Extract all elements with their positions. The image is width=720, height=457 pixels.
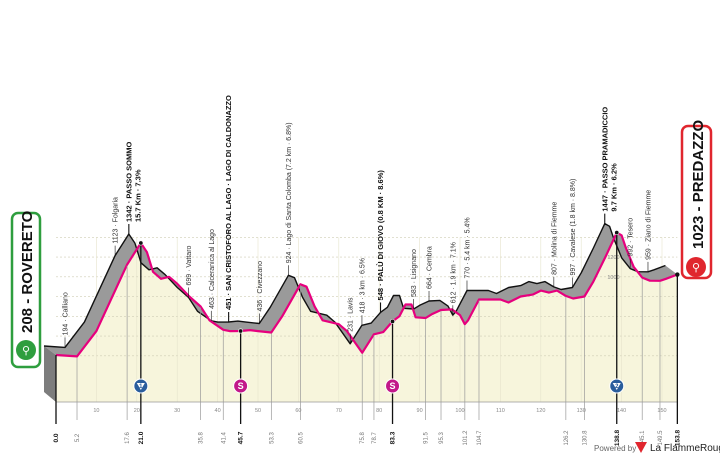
marker-label: S	[238, 381, 244, 391]
start-box	[10, 211, 42, 369]
km-tick-label: 53.3	[269, 432, 275, 444]
km-tick-label: 78.7	[372, 432, 378, 444]
place-label: 463 · Calceranica al Lago	[209, 229, 216, 309]
axis-tick-label: 100	[455, 408, 464, 414]
axis-tick-label: 70	[336, 408, 342, 414]
grid: 1200 1000	[56, 236, 678, 402]
place-label: 664 · Cembra	[427, 246, 434, 289]
profile-fill	[56, 232, 678, 402]
km-tick-label: 5.2	[75, 433, 81, 442]
km-tick-label: 0.0	[53, 433, 60, 442]
powered-by-text: Powered by	[594, 444, 636, 453]
km-tick-label: 83.3	[390, 431, 397, 444]
profile-side-band	[44, 223, 678, 357]
axis-tick-label: 90	[417, 408, 423, 414]
place-label: 699 · Vattaro	[186, 245, 193, 285]
place-label: 1447 · PASSO PRAMADICCIO	[600, 107, 609, 212]
profile-line	[55, 231, 678, 358]
key-point-dot	[138, 240, 144, 246]
climb-stats-label: 9.7 Km · 6.2%	[609, 163, 618, 212]
place-label: 924 · Lago di Santa Colomba (7.2 km · 6.…	[286, 122, 293, 263]
axis-tick-label: 20	[134, 408, 140, 414]
cyclist-icon	[686, 257, 706, 277]
place-label: 194 · Calliano	[63, 292, 70, 335]
flamme-rouge-logo-icon	[635, 442, 647, 453]
axis-tick-label: 150	[657, 408, 666, 414]
km-tick-label: 41.4	[221, 432, 227, 444]
km-tick-label: 145.1	[640, 430, 646, 446]
key-point-dot	[614, 230, 620, 236]
axis-tick-label: 140	[617, 408, 626, 414]
finish-box	[680, 124, 713, 280]
marker-label: 1	[139, 384, 143, 390]
profile-outline	[43, 222, 666, 349]
altitude-scale-label: 1000	[607, 275, 619, 281]
start-badge: 208 - ROVERETO ⚲	[10, 210, 42, 369]
place-label: 1342 · PASSO SOMMO	[124, 142, 133, 222]
key-point-dot	[390, 318, 396, 324]
place-label: 231 · Lavis	[348, 297, 355, 332]
km-tick-label: 17.6	[125, 432, 131, 444]
profile-start-wall	[44, 346, 56, 402]
place-label: 548 · PALÙ DI GIOVO (0.8 KM · 8.6%)	[376, 170, 385, 301]
km-tick-label: 35.8	[199, 432, 205, 444]
marker-label: 2	[615, 384, 619, 390]
axis-tick-label: 130	[577, 408, 586, 414]
cyclist-glyph: ⚲	[22, 344, 30, 357]
km-tick-label: 101.2	[463, 430, 469, 446]
altitude-scale-label: 1200	[607, 255, 619, 261]
axis-tick-label: 80	[376, 408, 382, 414]
climb-stats-label: 15.7 Km · 7.3%	[133, 169, 142, 222]
axis-tick-label: 120	[536, 408, 545, 414]
km-tick-label: 60.5	[298, 432, 304, 444]
km-tick-label: 104.7	[477, 430, 483, 446]
axis-tick-label: 40	[215, 408, 221, 414]
place-label: 612 · 1.9 km · 7.1%	[450, 242, 457, 303]
place-label: 959 · Ziano di Fiemme	[645, 190, 652, 260]
km-tick-label: 126.2	[564, 430, 570, 446]
axis-tick-label: 30	[174, 408, 180, 414]
km-tick-label: 130.8	[582, 430, 588, 446]
sprint-icon	[385, 378, 401, 394]
km-tick-label: 153.8	[674, 429, 681, 446]
place-label: 992 · Tesero	[628, 218, 635, 257]
place-labels: 194 · Calliano 1123 · Folgaria 1342 · PASS…	[63, 95, 652, 348]
axis-tick-label: 110	[496, 408, 505, 414]
km-tick-label: 91.5	[424, 432, 430, 444]
finish-badge: 1023 - PREDAZZO ⚲	[680, 119, 713, 280]
cyclist-glyph: ⚲	[692, 261, 700, 274]
axis-tick-label: 60	[295, 408, 301, 414]
footer: Powered by La FlammeRouge	[594, 442, 720, 454]
markers: 1 S S 2	[133, 378, 625, 394]
km-tick-label: 95.3	[439, 432, 445, 444]
km-tick-label: 21.0	[138, 431, 145, 444]
place-label: 436 · Civezzano	[257, 261, 264, 312]
mountain-triangle-icon	[612, 383, 621, 390]
finish-label: 1023 - PREDAZZO	[690, 119, 707, 249]
sprint-icon	[233, 378, 249, 394]
finish-dot	[675, 272, 680, 277]
place-label: 770 · 5.4 km · 5.4%	[464, 217, 471, 278]
start-label: 208 - ROVERETO	[19, 210, 36, 333]
mountain-triangle-icon	[136, 383, 145, 390]
axis-tick-label: 50	[255, 408, 261, 414]
marker-label: S	[390, 381, 396, 391]
key-point-dot	[238, 328, 244, 334]
km-tick-label: 75.8	[360, 432, 366, 444]
place-label: 807 · Molina di Fiemme	[551, 202, 558, 275]
cyclist-icon	[16, 340, 36, 360]
place-label: 997 · Cavalese (1.8 km · 8.8%)	[570, 179, 577, 276]
brand-name: La FlammeRouge	[650, 443, 720, 454]
km-tick-label: 45.7	[238, 431, 245, 444]
profile: 1200 1000	[43, 222, 678, 403]
km-ticks: 10 20 30 40 50 60 70 80 90 100 110 120 130 140 150 0.0 5…	[53, 230, 681, 446]
place-label: 583 · Lisignano	[411, 249, 418, 297]
km-tick-label: 138.8	[614, 429, 621, 446]
place-label: 451 · SAN CRISTOFORO AL LAGO · LAGO DI C…	[224, 95, 233, 310]
axis-tick-label: 10	[93, 408, 99, 414]
km-tick-label: 149.5	[658, 430, 664, 446]
place-label: 418 · 3 km · 6.5%	[359, 258, 366, 313]
place-label: 1123 · Folgaria	[113, 197, 120, 244]
